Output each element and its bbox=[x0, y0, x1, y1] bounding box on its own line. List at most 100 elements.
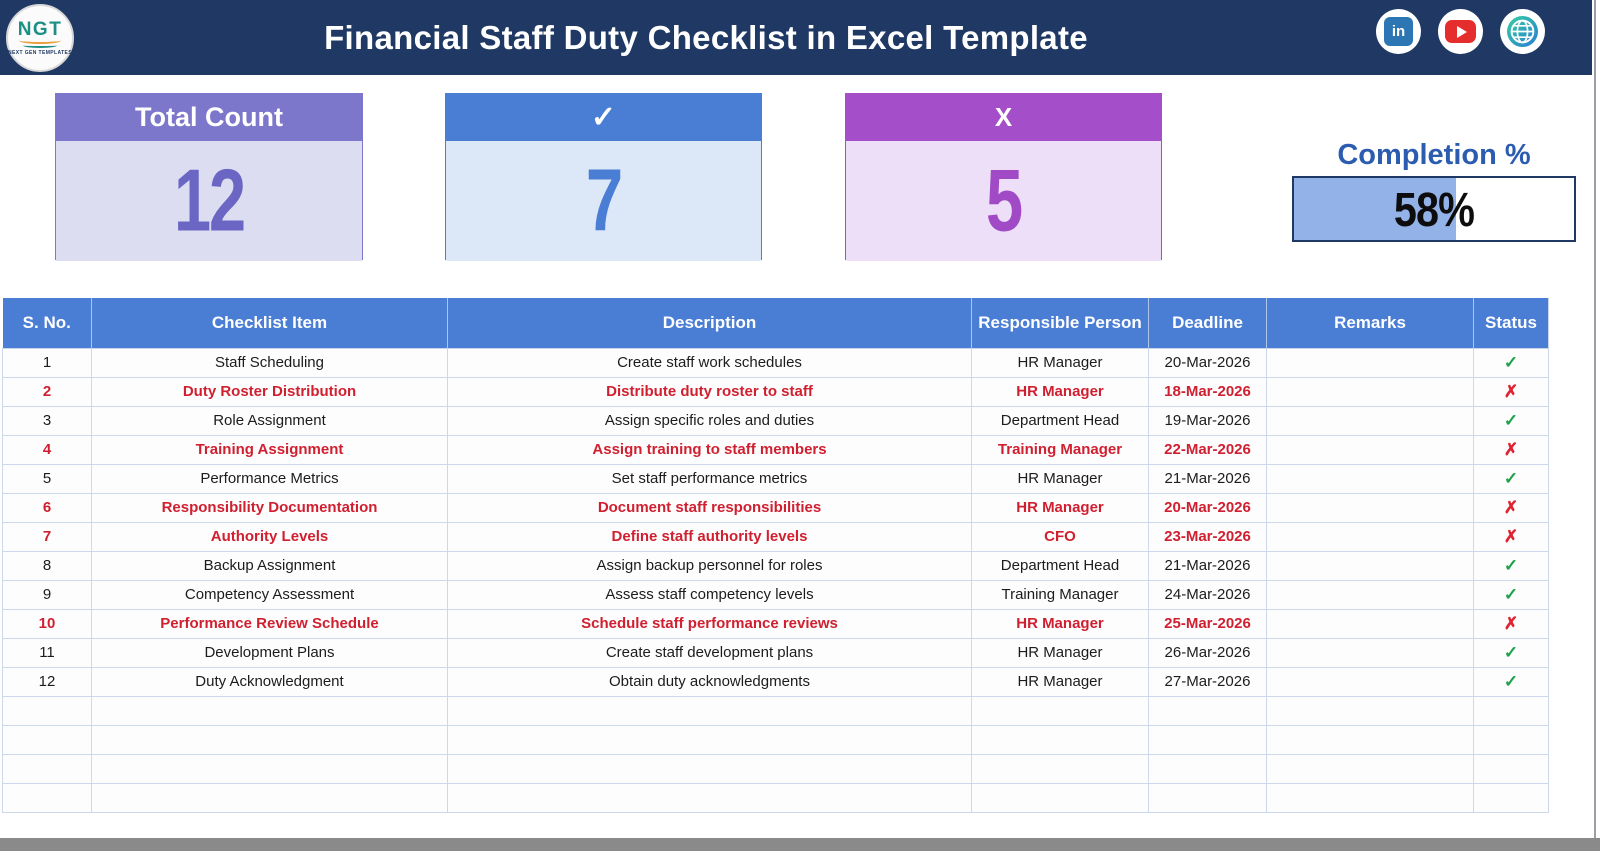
cell-remarks[interactable] bbox=[1266, 753, 1474, 784]
cell-status[interactable]: ✓ bbox=[1473, 405, 1549, 436]
cell-status[interactable]: ✗ bbox=[1473, 434, 1549, 465]
cell-checklist-item[interactable] bbox=[91, 695, 448, 726]
cell-deadline[interactable] bbox=[1148, 782, 1267, 813]
cell-checklist-item[interactable]: Role Assignment bbox=[91, 405, 448, 436]
cell-status[interactable]: ✗ bbox=[1473, 521, 1549, 552]
cell-remarks[interactable] bbox=[1266, 608, 1474, 639]
cell-remarks[interactable] bbox=[1266, 724, 1474, 755]
cell-deadline[interactable]: 20-Mar-2026 bbox=[1148, 492, 1267, 523]
column-header-deadline[interactable]: Deadline bbox=[1148, 298, 1267, 349]
column-header-status[interactable]: Status bbox=[1473, 298, 1549, 349]
cell-serial-number[interactable]: 2 bbox=[2, 376, 92, 407]
cell-serial-number[interactable]: 8 bbox=[2, 550, 92, 581]
cell-status[interactable]: ✓ bbox=[1473, 550, 1549, 581]
cell-description[interactable]: Assign training to staff members bbox=[447, 434, 972, 465]
youtube-button[interactable] bbox=[1438, 9, 1483, 54]
cell-description[interactable] bbox=[447, 724, 972, 755]
cell-deadline[interactable] bbox=[1148, 695, 1267, 726]
column-header-sno[interactable]: S. No. bbox=[2, 298, 92, 349]
cell-serial-number[interactable]: 6 bbox=[2, 492, 92, 523]
cell-remarks[interactable] bbox=[1266, 463, 1474, 494]
cell-responsible-person[interactable]: HR Manager bbox=[971, 376, 1149, 407]
cell-status[interactable]: ✓ bbox=[1473, 637, 1549, 668]
cell-checklist-item[interactable]: Staff Scheduling bbox=[91, 347, 448, 378]
cell-remarks[interactable] bbox=[1266, 521, 1474, 552]
cell-checklist-item[interactable]: Duty Roster Distribution bbox=[91, 376, 448, 407]
cell-description[interactable] bbox=[447, 753, 972, 784]
cell-description[interactable]: Define staff authority levels bbox=[447, 521, 972, 552]
cell-deadline[interactable]: 21-Mar-2026 bbox=[1148, 463, 1267, 494]
cell-status[interactable]: ✓ bbox=[1473, 579, 1549, 610]
cell-responsible-person[interactable] bbox=[971, 695, 1149, 726]
cell-responsible-person[interactable]: HR Manager bbox=[971, 347, 1149, 378]
cell-checklist-item[interactable]: Development Plans bbox=[91, 637, 448, 668]
cell-status[interactable]: ✓ bbox=[1473, 666, 1549, 697]
cell-responsible-person[interactable]: HR Manager bbox=[971, 492, 1149, 523]
cell-remarks[interactable] bbox=[1266, 434, 1474, 465]
cell-checklist-item[interactable]: Duty Acknowledgment bbox=[91, 666, 448, 697]
column-header-checklist-item[interactable]: Checklist Item bbox=[91, 298, 448, 349]
cell-description[interactable]: Assign backup personnel for roles bbox=[447, 550, 972, 581]
cell-responsible-person[interactable]: Training Manager bbox=[971, 579, 1149, 610]
cell-responsible-person[interactable]: HR Manager bbox=[971, 463, 1149, 494]
cell-description[interactable]: Distribute duty roster to staff bbox=[447, 376, 972, 407]
cell-serial-number[interactable] bbox=[2, 724, 92, 755]
cell-checklist-item[interactable] bbox=[91, 782, 448, 813]
cell-status[interactable] bbox=[1473, 782, 1549, 813]
linkedin-button[interactable]: in bbox=[1376, 9, 1421, 54]
cell-deadline[interactable]: 27-Mar-2026 bbox=[1148, 666, 1267, 697]
cell-checklist-item[interactable] bbox=[91, 724, 448, 755]
cell-serial-number[interactable]: 1 bbox=[2, 347, 92, 378]
column-header-responsible-person[interactable]: Responsible Person bbox=[971, 298, 1149, 349]
cell-remarks[interactable] bbox=[1266, 492, 1474, 523]
cell-checklist-item[interactable]: Responsibility Documentation bbox=[91, 492, 448, 523]
cell-description[interactable]: Assess staff competency levels bbox=[447, 579, 972, 610]
cell-serial-number[interactable]: 3 bbox=[2, 405, 92, 436]
cell-checklist-item[interactable]: Performance Review Schedule bbox=[91, 608, 448, 639]
cell-checklist-item[interactable]: Authority Levels bbox=[91, 521, 448, 552]
cell-serial-number[interactable]: 9 bbox=[2, 579, 92, 610]
cell-serial-number[interactable]: 11 bbox=[2, 637, 92, 668]
cell-serial-number[interactable]: 10 bbox=[2, 608, 92, 639]
cell-status[interactable] bbox=[1473, 695, 1549, 726]
cell-responsible-person[interactable] bbox=[971, 782, 1149, 813]
cell-responsible-person[interactable] bbox=[971, 724, 1149, 755]
cell-description[interactable]: Create staff work schedules bbox=[447, 347, 972, 378]
cell-remarks[interactable] bbox=[1266, 695, 1474, 726]
cell-description[interactable] bbox=[447, 782, 972, 813]
cell-deadline[interactable]: 26-Mar-2026 bbox=[1148, 637, 1267, 668]
cell-description[interactable]: Set staff performance metrics bbox=[447, 463, 972, 494]
cell-description[interactable]: Document staff responsibilities bbox=[447, 492, 972, 523]
cell-serial-number[interactable] bbox=[2, 782, 92, 813]
cell-status[interactable] bbox=[1473, 753, 1549, 784]
cell-remarks[interactable] bbox=[1266, 637, 1474, 668]
cell-responsible-person[interactable]: HR Manager bbox=[971, 608, 1149, 639]
cell-responsible-person[interactable]: Department Head bbox=[971, 550, 1149, 581]
cell-serial-number[interactable] bbox=[2, 695, 92, 726]
cell-remarks[interactable] bbox=[1266, 579, 1474, 610]
cell-description[interactable]: Create staff development plans bbox=[447, 637, 972, 668]
cell-status[interactable]: ✗ bbox=[1473, 492, 1549, 523]
cell-description[interactable] bbox=[447, 695, 972, 726]
cell-description[interactable]: Obtain duty acknowledgments bbox=[447, 666, 972, 697]
cell-deadline[interactable] bbox=[1148, 724, 1267, 755]
column-header-remarks[interactable]: Remarks bbox=[1266, 298, 1474, 349]
cell-deadline[interactable]: 25-Mar-2026 bbox=[1148, 608, 1267, 639]
cell-status[interactable]: ✗ bbox=[1473, 608, 1549, 639]
cell-checklist-item[interactable]: Competency Assessment bbox=[91, 579, 448, 610]
cell-deadline[interactable]: 18-Mar-2026 bbox=[1148, 376, 1267, 407]
cell-responsible-person[interactable]: HR Manager bbox=[971, 666, 1149, 697]
cell-responsible-person[interactable]: CFO bbox=[971, 521, 1149, 552]
cell-responsible-person[interactable] bbox=[971, 753, 1149, 784]
cell-serial-number[interactable]: 12 bbox=[2, 666, 92, 697]
cell-status[interactable]: ✗ bbox=[1473, 376, 1549, 407]
cell-serial-number[interactable] bbox=[2, 753, 92, 784]
cell-deadline[interactable]: 22-Mar-2026 bbox=[1148, 434, 1267, 465]
cell-remarks[interactable] bbox=[1266, 550, 1474, 581]
cell-remarks[interactable] bbox=[1266, 405, 1474, 436]
cell-status[interactable]: ✓ bbox=[1473, 463, 1549, 494]
cell-deadline[interactable] bbox=[1148, 753, 1267, 784]
cell-description[interactable]: Schedule staff performance reviews bbox=[447, 608, 972, 639]
cell-deadline[interactable]: 23-Mar-2026 bbox=[1148, 521, 1267, 552]
cell-checklist-item[interactable]: Training Assignment bbox=[91, 434, 448, 465]
